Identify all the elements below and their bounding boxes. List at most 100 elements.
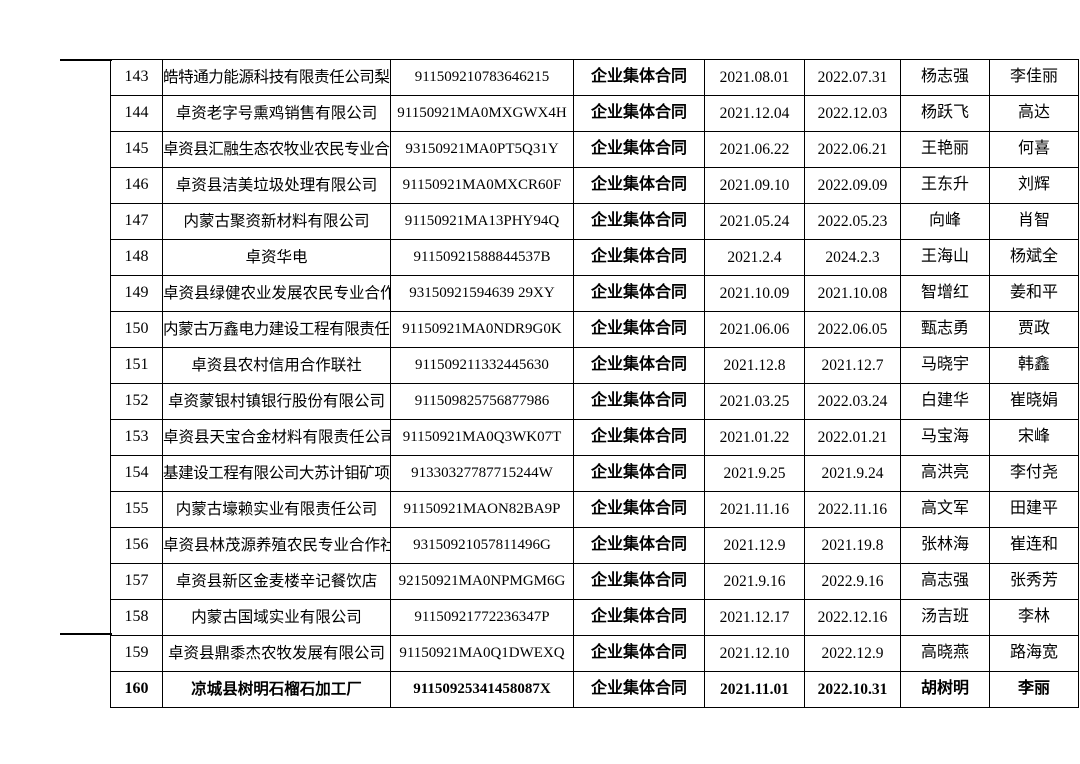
cell-start-date: 2021.01.22 — [704, 419, 805, 456]
cell-end-date: 2022.06.05 — [804, 311, 901, 348]
table-row: 145卓资县汇融生态农牧业农民专业合作社93150921MA0PT5Q31Y企业… — [110, 131, 1079, 168]
table-row: 143皓特通力能源科技有限责任公司梨花镇911509210783646215企业… — [110, 59, 1079, 96]
cell-start-date: 2021.03.25 — [704, 383, 805, 420]
table-row: 156 卓资县林茂源养殖农民专业合作社 93150921057811496G 企业集体… — [110, 527, 1079, 564]
table-row: 158 内蒙古国域实业有限公司 91150921772236347P 企业集体合同 20… — [110, 599, 1079, 636]
cell-company-name: 卓资县汇融生态农牧业农民专业合作社 — [162, 131, 391, 168]
cell-company-rep: 马晓宇 — [900, 347, 990, 384]
cell-company-rep: 甄志勇 — [900, 311, 990, 348]
cell-credit-code: 911509210783646215 — [390, 59, 574, 96]
cell-end-date: 2021.19.8 — [804, 527, 901, 564]
cell-credit-code: 93150921057811496G — [390, 527, 574, 564]
cell-start-date: 2021.12.9 — [704, 527, 805, 564]
cell-company-name: 卓资县新区金麦楼辛记餐饮店 — [162, 563, 391, 600]
cell-index: 145 — [110, 131, 163, 168]
cell-end-date: 2022.12.16 — [804, 599, 901, 636]
table-row: 160 凉城县树明石榴石加工厂 91150925341458087X 企业集体合同 20… — [110, 671, 1079, 708]
cell-index: 159 — [110, 635, 163, 672]
cell-company-rep: 王海山 — [900, 239, 990, 276]
cell-contract-type: 企业集体合同 — [573, 131, 705, 168]
cell-worker-rep: 李佳丽 — [989, 59, 1079, 96]
table-row: 146 卓资县洁美垃圾处理有限公司 91150921MA0MXCR60F 企业集体合同… — [110, 167, 1079, 204]
cell-index: 155 — [110, 491, 163, 528]
cell-company-name: 内蒙古聚资新材料有限公司 — [162, 203, 391, 240]
cell-company-rep: 张林海 — [900, 527, 990, 564]
margin-tick-top — [60, 59, 112, 61]
cell-end-date: 2022.05.23 — [804, 203, 901, 240]
table-row: 147 内蒙古聚资新材料有限公司 91150921MA13PHY94Q 企业集体合同 2… — [110, 203, 1079, 240]
cell-worker-rep: 杨斌全 — [989, 239, 1079, 276]
cell-company-rep: 胡树明 — [900, 671, 990, 708]
cell-credit-code: 93150921594639 29XY — [390, 275, 574, 312]
table-row: 153 卓资县天宝合金材料有限责任公司 91150921MA0Q3WK07T 企业集体… — [110, 419, 1079, 456]
cell-company-name: 卓资蒙银村镇银行股份有限公司 — [162, 383, 391, 420]
cell-index: 158 — [110, 599, 163, 636]
table-row: 148 卓资华电 91150921588844537B 企业集体合同 2021.2.4 2… — [110, 239, 1079, 276]
cell-worker-rep: 肖智 — [989, 203, 1079, 240]
cell-company-name: 内蒙古万鑫电力建设工程有限责任公司 — [162, 311, 391, 348]
cell-end-date: 2024.2.3 — [804, 239, 901, 276]
cell-company-rep: 王东升 — [900, 167, 990, 204]
cell-end-date: 2022.09.09 — [804, 167, 901, 204]
cell-credit-code: 91330327787715244W — [390, 455, 574, 492]
cell-company-rep: 白建华 — [900, 383, 990, 420]
cell-index: 157 — [110, 563, 163, 600]
cell-company-rep: 智增红 — [900, 275, 990, 312]
cell-contract-type: 企业集体合同 — [573, 635, 705, 672]
cell-index: 154 — [110, 455, 163, 492]
cell-worker-rep: 李丽 — [989, 671, 1079, 708]
cell-end-date: 2022.06.21 — [804, 131, 901, 168]
cell-contract-type: 企业集体合同 — [573, 455, 705, 492]
cell-worker-rep: 崔晓娟 — [989, 383, 1079, 420]
cell-credit-code: 91150925341458087X — [390, 671, 574, 708]
cell-company-name: 内蒙古国域实业有限公司 — [162, 599, 391, 636]
cell-index: 150 — [110, 311, 163, 348]
cell-contract-type: 企业集体合同 — [573, 491, 705, 528]
cell-start-date: 2021.05.24 — [704, 203, 805, 240]
cell-end-date: 2022.07.31 — [804, 59, 901, 96]
cell-company-rep: 高志强 — [900, 563, 990, 600]
cell-company-rep: 向峰 — [900, 203, 990, 240]
cell-credit-code: 91150921MA0MXGWX4H — [390, 95, 574, 132]
table-row: 152 卓资蒙银村镇银行股份有限公司 911509825756877986 企业集体合… — [110, 383, 1079, 420]
cell-index: 149 — [110, 275, 163, 312]
cell-worker-rep: 路海宽 — [989, 635, 1079, 672]
cell-end-date: 2021.10.08 — [804, 275, 901, 312]
cell-contract-type: 企业集体合同 — [573, 59, 705, 96]
cell-start-date: 2021.11.01 — [704, 671, 805, 708]
cell-worker-rep: 刘辉 — [989, 167, 1079, 204]
cell-contract-type: 企业集体合同 — [573, 671, 705, 708]
cell-credit-code: 911509825756877986 — [390, 383, 574, 420]
margin-tick-bottom — [60, 633, 112, 635]
cell-credit-code: 91150921MA0NDR9G0K — [390, 311, 574, 348]
cell-company-name: 卓资县鼎黍杰农牧发展有限公司 — [162, 635, 391, 672]
cell-start-date: 2021.11.16 — [704, 491, 805, 528]
cell-credit-code: 911509211332445630 — [390, 347, 574, 384]
table-row: 155 内蒙古壕赖实业有限责任公司 91150921MAON82BA9P 企业集体合同… — [110, 491, 1079, 528]
cell-start-date: 2021.06.06 — [704, 311, 805, 348]
cell-company-rep: 高晓燕 — [900, 635, 990, 672]
cell-company-rep: 高文军 — [900, 491, 990, 528]
cell-company-name: 卓资县林茂源养殖农民专业合作社 — [162, 527, 391, 564]
cell-start-date: 2021.12.17 — [704, 599, 805, 636]
cell-index: 144 — [110, 95, 163, 132]
cell-worker-rep: 何喜 — [989, 131, 1079, 168]
cell-index: 152 — [110, 383, 163, 420]
cell-index: 153 — [110, 419, 163, 456]
cell-index: 143 — [110, 59, 163, 96]
table-row: 151 卓资县农村信用合作联社 911509211332445630 企业集体合同 20… — [110, 347, 1079, 384]
cell-credit-code: 93150921MA0PT5Q31Y — [390, 131, 574, 168]
cell-end-date: 2022.11.16 — [804, 491, 901, 528]
cell-company-name: 基建设工程有限公司大苏计钼矿项目 — [162, 455, 391, 492]
cell-credit-code: 91150921MA13PHY94Q — [390, 203, 574, 240]
cell-contract-type: 企业集体合同 — [573, 203, 705, 240]
table-row: 157 卓资县新区金麦楼辛记餐饮店 92150921MA0NPMGM6G 企业集体合同… — [110, 563, 1079, 600]
table-row: 144 卓资老字号熏鸡销售有限公司 91150921MA0MXGWX4H 企业集体合同… — [110, 95, 1079, 132]
table-row: 150内蒙古万鑫电力建设工程有限责任公司91150921MA0NDR9G0K企业… — [110, 311, 1079, 348]
cell-end-date: 2022.12.9 — [804, 635, 901, 672]
cell-end-date: 2022.03.24 — [804, 383, 901, 420]
cell-end-date: 2021.12.7 — [804, 347, 901, 384]
cell-contract-type: 企业集体合同 — [573, 239, 705, 276]
cell-company-name: 凉城县树明石榴石加工厂 — [162, 671, 391, 708]
cell-company-name: 卓资老字号熏鸡销售有限公司 — [162, 95, 391, 132]
